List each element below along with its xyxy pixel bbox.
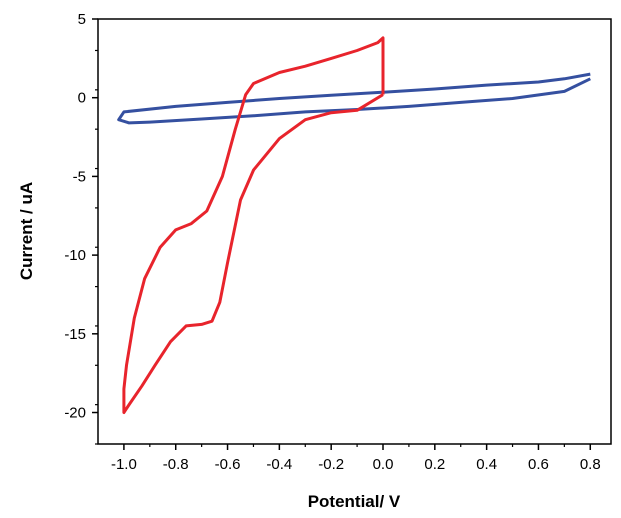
x-axis-title: Potential/ V [308, 492, 401, 511]
y-tick-label: 5 [78, 11, 86, 28]
y-tick-label: -10 [64, 247, 86, 264]
y-axis-title: Current / uA [17, 182, 36, 280]
x-tick-label: -0.8 [163, 456, 189, 473]
y-tick-label: 0 [78, 90, 86, 107]
x-axis-ticks: -1.0 -0.8 -0.6 -0.4 -0.2 0.0 0.2 0.4 0.6 0.8 [111, 444, 601, 473]
series-curve-1 [117, 72, 591, 125]
plot-frame [97, 18, 612, 445]
x-tick-label: -0.4 [266, 456, 292, 473]
series-layer [117, 36, 591, 414]
x-tick-label: 0.0 [373, 456, 394, 473]
x-tick-label: 0.2 [424, 456, 445, 473]
y-tick-label: -5 [73, 168, 86, 185]
x-tick-label: -0.6 [215, 456, 241, 473]
x-tick-label: 0.6 [528, 456, 549, 473]
y-axis-ticks: 5 0 -5 -10 -15 -20 [64, 11, 98, 445]
x-tick-label: 0.4 [476, 456, 497, 473]
y-tick-label: -20 [64, 405, 86, 422]
x-tick-label: -1.0 [111, 456, 137, 473]
x-tick-label: 0.8 [580, 456, 601, 473]
y-tick-label: -15 [64, 326, 86, 343]
x-tick-label: -0.2 [318, 456, 344, 473]
series-curve-2 [122, 36, 385, 414]
